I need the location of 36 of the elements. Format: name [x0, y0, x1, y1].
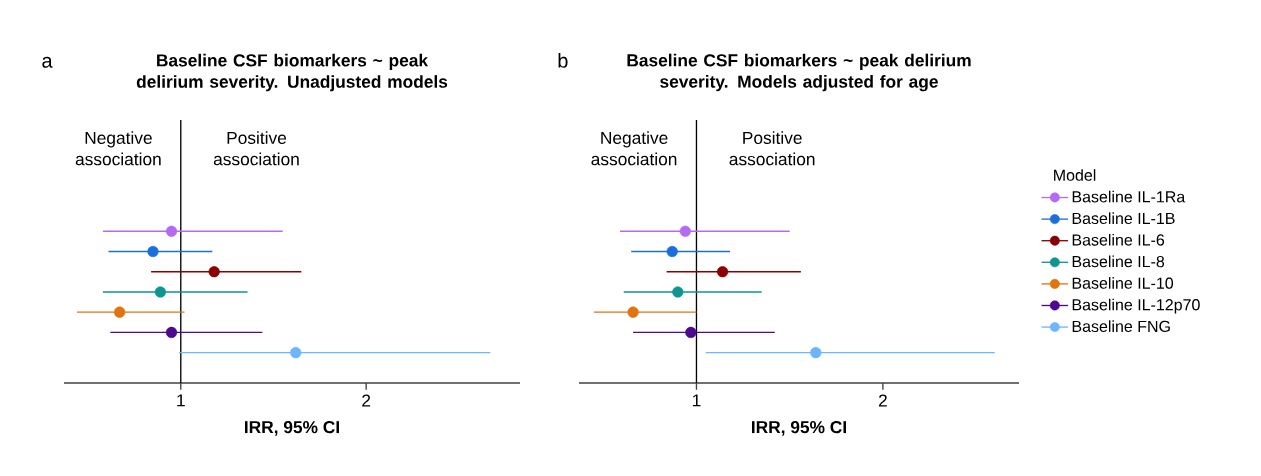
legend-label: Baseline FNG [1072, 320, 1170, 333]
text: a [42, 56, 53, 68]
legend-label: Baseline IL-1Ra [1072, 190, 1186, 203]
chart-title: Baseline CSF biomarkers ~ peak delirium severity. Unadjusted models [136, 53, 448, 92]
point [679, 225, 691, 237]
annotation: Positive association [213, 131, 299, 166]
point [627, 306, 639, 318]
point [716, 266, 729, 278]
point [154, 286, 166, 298]
x-tick-label: 1 [692, 394, 701, 407]
legend-label: Baseline IL-12p70 [1072, 298, 1200, 314]
legend-label: Baseline IL-10 [1072, 277, 1174, 289]
chart-title: Baseline CSF biomarkers ~ peak delirium severity. Models adjusted for age [627, 53, 971, 92]
legend-label: Baseline IL-1B [1072, 212, 1175, 225]
legend-label: Baseline IL-6 [1072, 233, 1165, 246]
x-tick-label: 2 [362, 394, 371, 407]
x-tick-label: 1 [177, 394, 185, 407]
point [208, 266, 220, 278]
point [810, 347, 822, 359]
legend-label: Baseline IL-8 [1072, 255, 1165, 268]
point [672, 286, 684, 298]
x-axis-title: IRR, 95% CI [751, 420, 846, 436]
point [114, 306, 126, 318]
point [165, 225, 178, 237]
legend-title: Model [1054, 169, 1096, 181]
annotation: Negative association [75, 131, 161, 166]
x-tick-label: 2 [878, 394, 887, 407]
point [165, 326, 178, 339]
annotation: Negative association [591, 131, 677, 166]
annotation: Positive association [729, 131, 815, 166]
point [290, 347, 302, 359]
x-axis-title: IRR, 95% CI [244, 420, 339, 436]
point [666, 245, 678, 258]
point [685, 326, 697, 339]
point [147, 245, 159, 258]
text: b [558, 53, 568, 68]
